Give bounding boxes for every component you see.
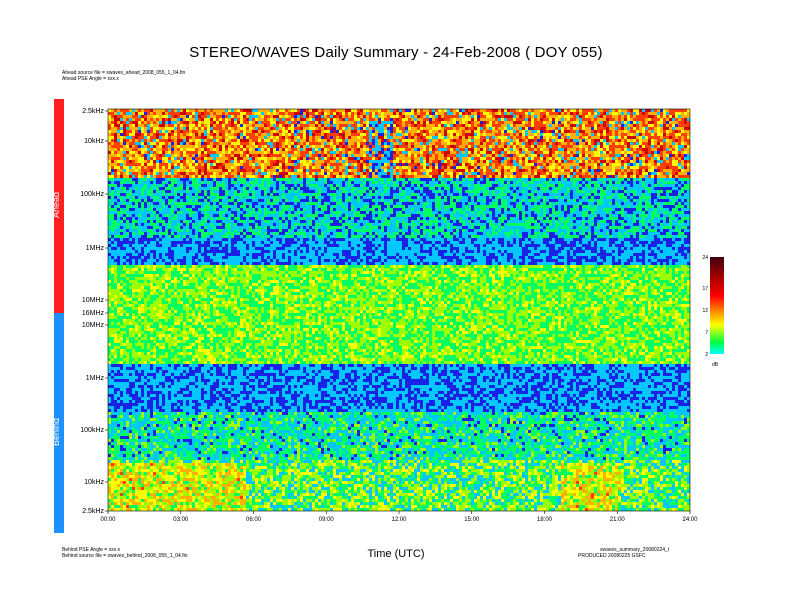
ahead-y-tick-label: 10MHz [82,297,105,304]
colorbar-tick-label: 17 [702,286,708,292]
production-stamp: PRODUCED 20080225 GSFC [578,553,646,559]
colorbar-tick-label: 12 [702,308,708,314]
colorbar-tick-label: 2 [705,352,708,358]
colorbar-tick-label: 7 [705,330,708,336]
ahead-y-tick-label: 1MHz [86,245,105,252]
x-tick-label: 24:00 [682,517,698,523]
behind-y-tick-label: 2.5kHz [82,508,104,515]
behind-label: Behind [51,418,61,446]
behind-y-tick-label: 10MHz [82,322,105,329]
x-tick-label: 15:00 [464,517,480,523]
behind-y-tick-label: 100kHz [80,427,104,434]
x-tick-label: 03:00 [173,517,189,523]
spectrogram-chart: Ahead Behind 2.5kHz 10kHz 100kHz 1MHz 10MHz 1… [0,0,792,612]
ahead-y-tick-label: 2.5kHz [82,108,104,115]
ahead-y-tick-label: 16MHz [82,310,105,317]
ahead-y-tick-label: 10kHz [84,138,104,145]
behind-y-tick-label: 10kHz [84,479,104,486]
x-tick-label: 12:00 [391,517,407,523]
colorbar-unit: dB [712,362,719,368]
x-tick-label: 09:00 [319,517,335,523]
x-tick-label: 06:00 [246,517,262,523]
x-tick-label: 21:00 [610,517,626,523]
ahead-label: Ahead [51,192,61,218]
ahead-y-tick-label: 100kHz [80,191,104,198]
x-tick-label: 18:00 [537,517,553,523]
x-tick-label: 00:00 [100,517,116,523]
colorbar [710,257,724,354]
behind-source-file: Behind source file = swaves_behind_2008_… [62,553,188,559]
behind-y-tick-label: 1MHz [86,375,105,382]
colorbar-tick-label: 24 [702,255,708,261]
